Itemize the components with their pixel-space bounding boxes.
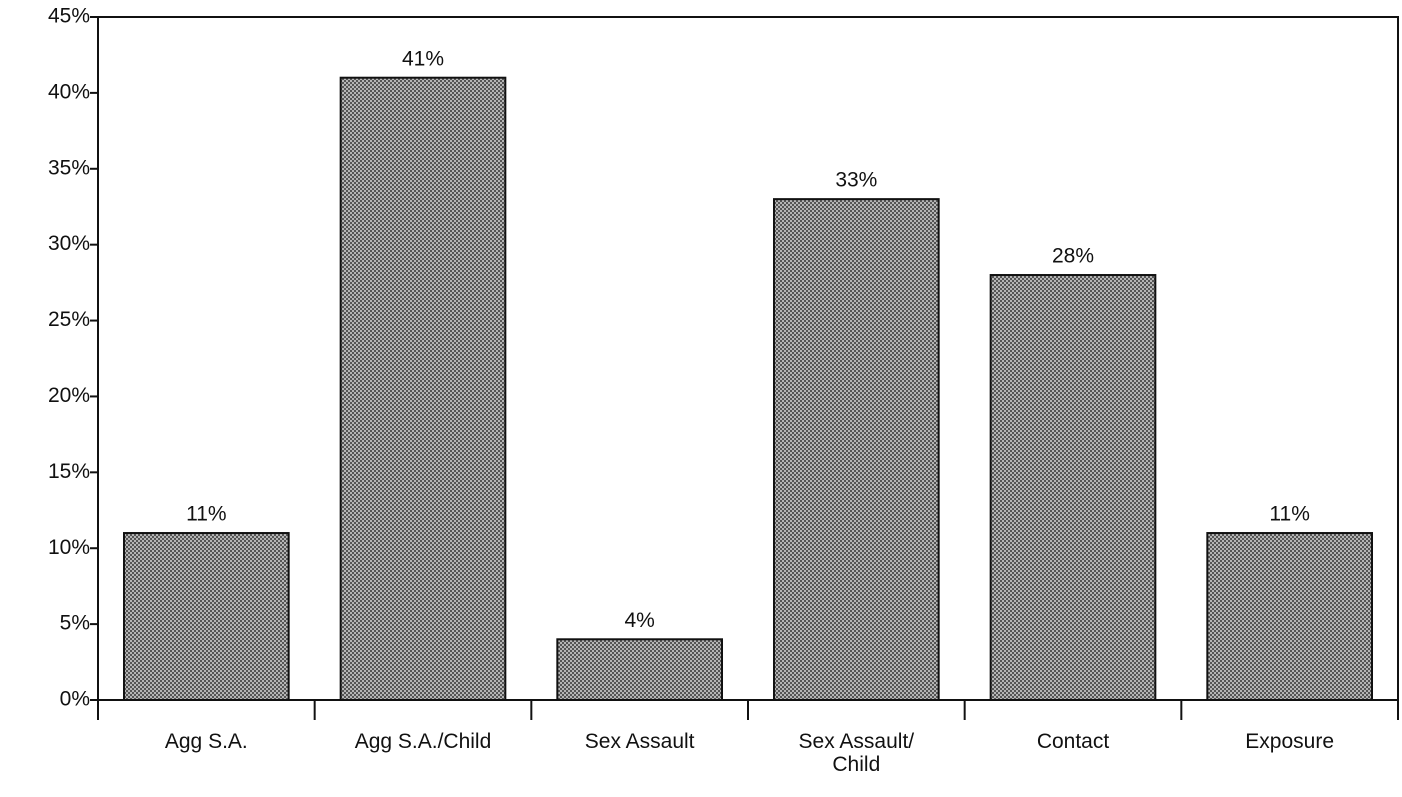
y-tick-label: 45% xyxy=(48,5,90,28)
bar xyxy=(773,198,940,701)
x-tick-label: Agg S.A./Child xyxy=(354,730,492,753)
y-tick-label: 35% xyxy=(48,156,90,179)
data-label: 33% xyxy=(835,169,877,192)
bar xyxy=(1206,532,1374,701)
y-tick-label: 30% xyxy=(48,232,90,255)
y-tick-label: 15% xyxy=(48,460,90,483)
y-tick-label: 0% xyxy=(60,688,90,711)
data-label: 41% xyxy=(402,47,444,70)
bar xyxy=(339,76,507,701)
y-tick-label: 20% xyxy=(48,384,90,407)
y-tick-label: 40% xyxy=(48,80,90,103)
x-tick-label: Contact xyxy=(1036,730,1110,753)
bar xyxy=(989,274,1157,701)
x-tick-label: Exposure xyxy=(1245,730,1335,753)
plot-frame xyxy=(97,16,1399,701)
bar xyxy=(556,638,723,701)
x-tick-label: Sex Assault/ Child xyxy=(798,730,915,776)
data-label: 28% xyxy=(1052,245,1094,268)
data-label: 11% xyxy=(1269,503,1309,526)
data-label: 11% xyxy=(186,503,226,526)
y-tick-label: 25% xyxy=(48,308,90,331)
bar xyxy=(123,532,290,701)
x-tick-label: Agg S.A. xyxy=(164,730,248,753)
data-label: 4% xyxy=(624,609,654,632)
y-tick-label: 10% xyxy=(48,536,90,559)
y-tick-label: 5% xyxy=(60,612,90,635)
x-tick-label: Sex Assault xyxy=(584,730,695,753)
